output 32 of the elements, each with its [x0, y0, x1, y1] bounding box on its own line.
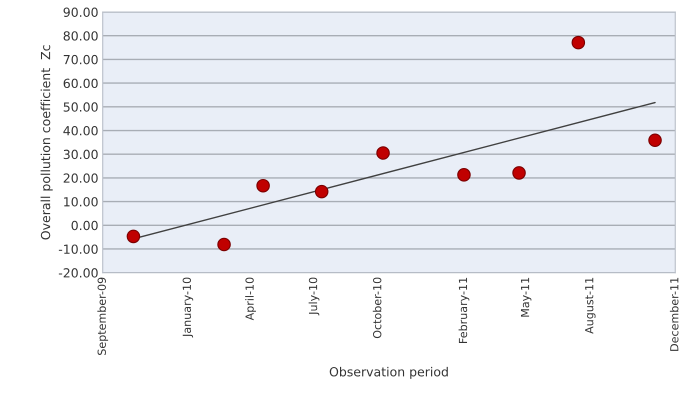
point	[217, 238, 231, 252]
point	[126, 230, 140, 244]
x-tick-label: May-11	[520, 278, 532, 317]
x-axis-title: Observation period	[330, 366, 448, 379]
y-axis-title: Overall pollution coefficient Zc	[40, 45, 53, 240]
x-tick-label: December-11	[670, 278, 678, 351]
point	[457, 168, 471, 182]
x-tick-label: July-10	[308, 278, 320, 316]
y-tick-label: 50.00	[64, 102, 98, 112]
y-tick-label: -20.00	[58, 268, 98, 278]
point	[648, 133, 662, 147]
y-tick-label: 90.00	[64, 8, 98, 17]
x-tick-label: August-11	[585, 278, 596, 334]
y-tick-label: 80.00	[64, 31, 98, 41]
y-tick-label: 40.00	[63, 126, 98, 136]
point	[572, 36, 586, 50]
point	[512, 166, 526, 180]
x-tick-label: January-10	[182, 278, 194, 338]
y-tick-label: -10.00	[58, 244, 98, 254]
point	[314, 184, 328, 198]
y-tick-label: 70.00	[64, 54, 98, 64]
y-tick-label: 60.00	[64, 78, 98, 88]
point	[376, 146, 390, 160]
x-tick-label: September-09	[97, 278, 108, 355]
y-tick-label: 10.00	[64, 197, 98, 207]
x-tick-label: February-11	[458, 278, 470, 343]
y-tick-label: 30.00	[64, 150, 98, 160]
point	[256, 178, 270, 192]
x-tick-label: April-10	[245, 278, 256, 320]
y-tick-label: 20.00	[64, 173, 98, 183]
x-tick-label: October-10	[372, 278, 382, 338]
y-tick-label: 0.00	[72, 220, 98, 230]
